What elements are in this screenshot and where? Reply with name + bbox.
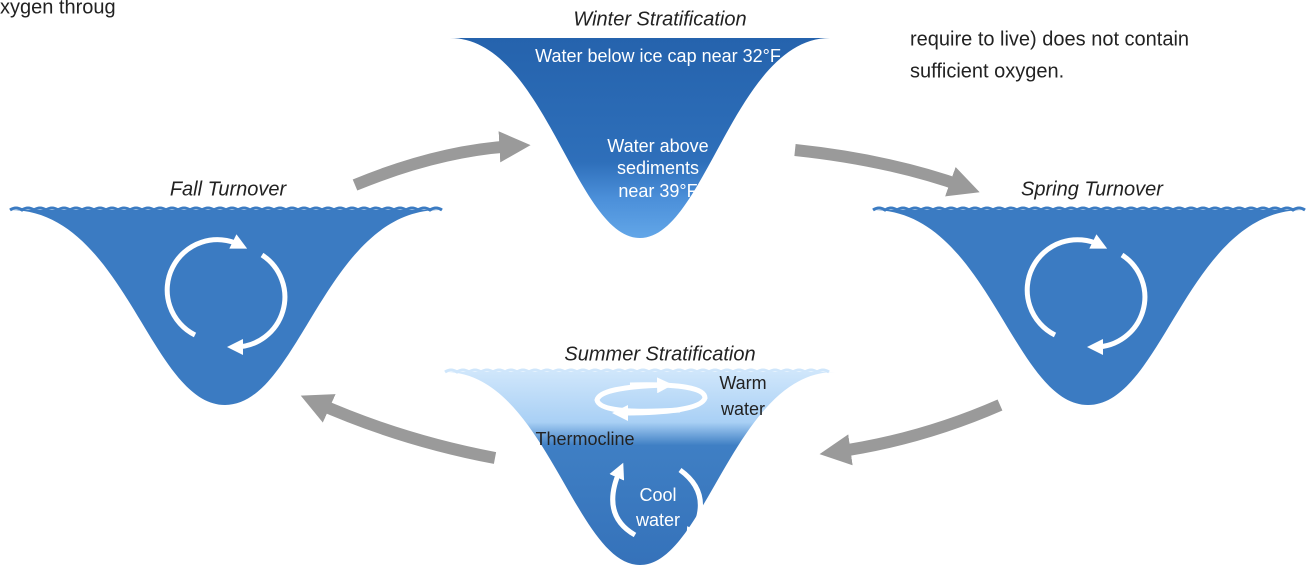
stage-title: Spring Turnover	[1021, 178, 1164, 200]
waves	[10, 208, 442, 210]
summer-pond	[445, 372, 835, 565]
stage-title: Winter Stratification	[573, 8, 746, 30]
diagram: xygen throug require to live) does not c…	[0, 0, 1309, 565]
waves	[873, 208, 1305, 210]
note-text: sufficient oxygen.	[910, 60, 1064, 82]
label: water	[635, 510, 680, 530]
stage-title: Summer Stratification	[564, 343, 755, 365]
label: water	[720, 399, 765, 419]
label: Cool	[639, 485, 676, 505]
stage-title: Fall Turnover	[170, 178, 288, 200]
label: Thermocline	[535, 429, 634, 449]
fragment-text: xygen throug	[0, 0, 116, 18]
label: Water below ice cap near 32°F	[535, 46, 781, 66]
label: sediments	[617, 158, 699, 178]
note-text: require to live) does not contain	[910, 28, 1189, 50]
label: Water above	[607, 136, 708, 156]
waves	[445, 370, 829, 372]
label: Warm	[719, 373, 766, 393]
label: near 39°F	[618, 181, 697, 201]
